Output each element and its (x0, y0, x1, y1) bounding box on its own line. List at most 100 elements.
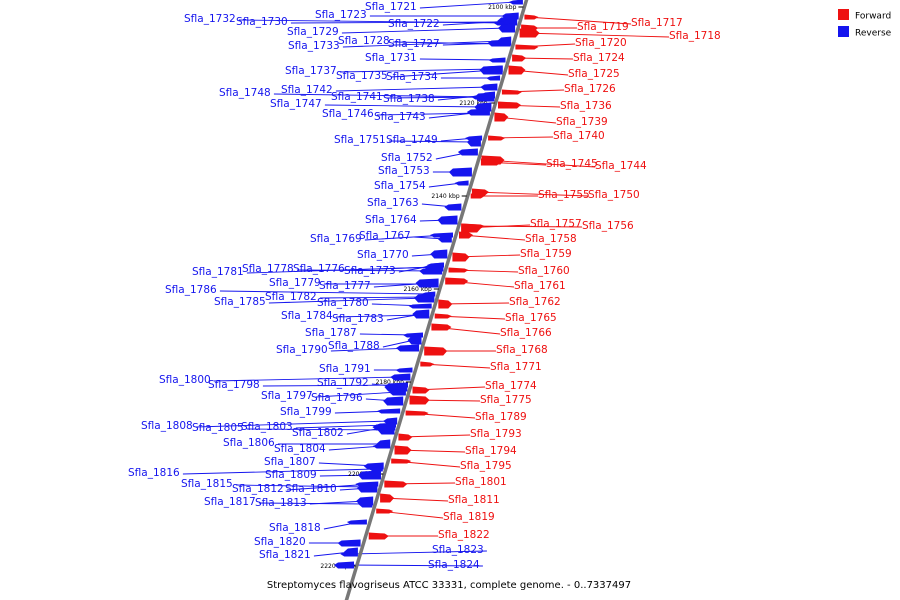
gene-block (497, 36, 512, 46)
gene-label: Sfla_1790 (276, 344, 328, 356)
gene-block (498, 23, 516, 33)
gene-label: Sfla_1818 (269, 522, 321, 534)
gene-label: Sfla_1734 (386, 71, 438, 83)
leader-line (195, 420, 391, 428)
gene-block (480, 83, 498, 91)
gene-label: Sfla_1771 (490, 361, 542, 373)
gene-label: Sfla_1744 (595, 160, 647, 172)
gene-block (515, 44, 539, 50)
gene-label: Sfla_1819 (443, 511, 495, 523)
gene-block (488, 57, 506, 63)
scale-tick-label: 2180 kbp (376, 379, 404, 386)
leader-line (346, 564, 483, 567)
gene-block (377, 408, 401, 414)
genome-backbone (344, 0, 529, 600)
gene-label: Sfla_1784 (281, 310, 333, 322)
leader-line (295, 424, 390, 429)
gene-label: Sfla_1782 (265, 291, 317, 303)
legend-reverse-label: Reverse (855, 29, 892, 39)
gene-label: Sfla_1748 (219, 87, 271, 99)
gene-label: Sfla_1745 (546, 158, 598, 170)
gene-label: Sfla_1783 (332, 313, 384, 325)
gene-label: Sfla_1805 (192, 422, 244, 434)
leader-line (335, 314, 423, 318)
scale-tick-label: 2160 kbp (404, 286, 432, 293)
gene-block (355, 481, 379, 487)
leader-line (342, 40, 505, 48)
gene-label: Sfla_1762 (509, 296, 561, 308)
gene-label: Sfla_1766 (500, 327, 552, 339)
gene-label: Sfla_1791 (319, 363, 371, 375)
gene-label: Sfla_1747 (270, 98, 322, 110)
gene-label: Sfla_1813 (255, 497, 307, 509)
gene-label: Sfla_1822 (438, 529, 490, 541)
gene-block (459, 231, 473, 239)
gene-block (394, 382, 408, 388)
leader-line (388, 140, 474, 143)
gene-label: Sfla_1764 (365, 214, 417, 226)
gene-block (465, 135, 483, 141)
gene-label: Sfla_1770 (357, 249, 409, 261)
gene-block (454, 180, 469, 186)
gene-label: Sfla_1738 (383, 93, 435, 105)
legend: Forward Reverse (838, 9, 892, 39)
gene-block (501, 89, 522, 95)
gene-label: Sfla_1804 (274, 443, 326, 455)
leader-line (339, 68, 496, 73)
gene-label: Sfla_1800 (159, 374, 211, 386)
leader-line (213, 376, 404, 382)
gene-block (380, 493, 395, 503)
leader-line (526, 16, 632, 25)
legend-forward-label: Forward (855, 12, 891, 22)
gene-label: Sfla_1787 (305, 327, 357, 339)
gene-label: Sfla_1773 (344, 265, 396, 277)
gene-block (452, 252, 470, 262)
gene-block (412, 386, 430, 394)
gene-block (408, 303, 432, 309)
gene-block (388, 388, 406, 396)
gene-block (445, 277, 469, 285)
leader-line (290, 21, 510, 24)
leader-line (328, 445, 383, 451)
gene-label: Sfla_1806 (223, 437, 275, 449)
gene-label: Sfla_1763 (367, 197, 419, 209)
gene-label: Sfla_1720 (575, 37, 627, 49)
gene-label: Sfla_1823 (432, 544, 484, 556)
gene-label: Sfla_1775 (480, 394, 532, 406)
gene-block (466, 108, 490, 116)
gene-block (396, 344, 420, 352)
gene-block (372, 443, 390, 449)
leader-line (182, 468, 376, 475)
gene-block (391, 458, 412, 464)
gene-block (461, 223, 485, 229)
gene-block (340, 551, 358, 557)
gene-label: Sfla_1781 (192, 266, 244, 278)
gene-block (508, 65, 526, 75)
leader-line (376, 112, 483, 116)
gene-label: Sfla_1811 (448, 494, 500, 506)
scale-tick-label: 2140 kbp (431, 193, 459, 200)
leader-line (400, 434, 471, 438)
gene-label: Sfla_1733 (288, 40, 340, 52)
gene-block (430, 249, 448, 259)
scale-tick-label: 2100 kbp (488, 4, 516, 11)
gene-label: Sfla_1794 (465, 445, 517, 457)
gene-label: Sfla_1786 (165, 284, 217, 296)
gene-block (356, 496, 374, 506)
gene-label: Sfla_1739 (556, 116, 608, 128)
gene-label: Sfla_1758 (525, 233, 577, 245)
gene-block (512, 54, 527, 62)
gene-label: Sfla_1797 (261, 390, 313, 402)
gene-block (498, 101, 521, 109)
gene-block (368, 466, 383, 472)
scale-tick-label: 2120 kbp (459, 100, 487, 107)
gene-label: Sfla_1740 (553, 130, 605, 142)
gene-label: Sfla_1801 (455, 476, 507, 488)
leader-line (246, 428, 388, 431)
gene-label: Sfla_1779 (269, 277, 321, 289)
legend-reverse-swatch (838, 26, 849, 37)
gene-block (434, 313, 452, 319)
gene-block (519, 28, 540, 38)
leader-line (296, 269, 436, 272)
